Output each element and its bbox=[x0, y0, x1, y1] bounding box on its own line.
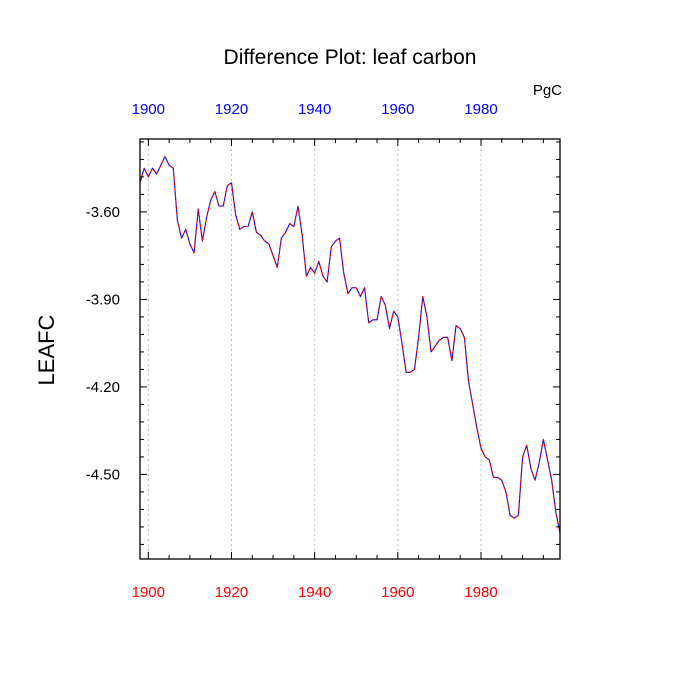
units-label: PgC bbox=[533, 82, 562, 99]
x-tick-label-top: 1900 bbox=[132, 101, 165, 118]
y-tick-label: -4.20 bbox=[86, 379, 120, 396]
y-tick-label: -4.50 bbox=[86, 466, 120, 483]
tick-labels: 1900 1900 1920 1920 1940 1940 1960 1960 1980 1980… bbox=[86, 101, 498, 601]
x-tick-label-bottom: 1940 bbox=[298, 584, 331, 601]
x-tick-label-top: 1920 bbox=[215, 101, 248, 118]
x-tick-label-bottom: 1920 bbox=[215, 584, 248, 601]
y-axis-label: LEAFC bbox=[34, 314, 59, 385]
x-tick-label-top: 1960 bbox=[381, 101, 414, 118]
x-tick-label-top: 1940 bbox=[298, 101, 331, 118]
x-tick-label-bottom: 1980 bbox=[464, 584, 497, 601]
x-tick-label-bottom: 1900 bbox=[132, 584, 165, 601]
y-tick-label: -3.90 bbox=[86, 291, 120, 308]
plot-frame bbox=[139, 138, 561, 560]
x-tick-label-top: 1980 bbox=[464, 101, 497, 118]
vertical-grid-lines bbox=[147, 139, 482, 559]
axes bbox=[140, 139, 560, 559]
y-tick-label: -3.60 bbox=[86, 204, 120, 221]
series-line-a bbox=[139, 155, 561, 533]
series-layer bbox=[139, 155, 561, 533]
chart-title: Difference Plot: leaf carbon bbox=[224, 46, 477, 69]
x-tick-label-bottom: 1960 bbox=[381, 584, 414, 601]
series-line-b bbox=[139, 155, 561, 533]
